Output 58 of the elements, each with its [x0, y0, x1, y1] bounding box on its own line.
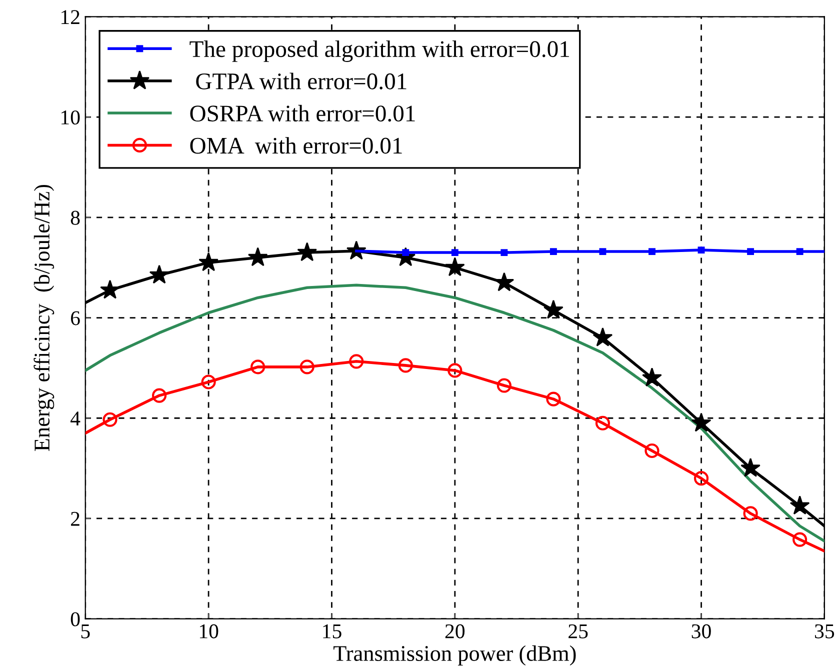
point: [644, 443, 660, 458]
point: [349, 354, 364, 369]
point: [444, 257, 465, 276]
point: [550, 248, 557, 256]
x-axis-title: Transmission power (dBm): [333, 645, 576, 666]
point: [592, 327, 613, 346]
point: [152, 388, 167, 403]
point: [648, 248, 656, 256]
y-tick-label: 4: [70, 412, 80, 426]
line-series: [85, 284, 824, 542]
y-tick-label: 2: [71, 512, 80, 526]
point: [248, 247, 268, 266]
point: [102, 412, 118, 427]
point: [149, 264, 170, 284]
y-tick-label: 6: [70, 311, 80, 326]
point: [747, 248, 754, 256]
legend-label: GTPA with error=0.01: [196, 72, 406, 90]
x-tick-label: 15: [323, 624, 342, 638]
point: [250, 360, 266, 374]
y-tick-label: 12: [62, 10, 80, 24]
point: [599, 248, 606, 256]
point: [300, 360, 314, 374]
point: [546, 392, 561, 406]
point: [500, 249, 508, 256]
point: [398, 358, 413, 373]
point: [792, 532, 808, 547]
x-tick-label: 35: [815, 624, 834, 638]
point: [448, 363, 462, 378]
point: [198, 252, 218, 272]
point: [691, 412, 712, 432]
point: [496, 378, 512, 393]
point: [451, 249, 458, 256]
point: [201, 374, 216, 390]
point: [297, 242, 318, 262]
point: [544, 300, 564, 319]
legend-label: OMA with error=0.01: [190, 137, 402, 154]
point: [796, 248, 804, 256]
point: [494, 272, 514, 292]
point: [694, 471, 709, 486]
legend-label: OSRPA with error=0.01: [190, 104, 415, 122]
x-tick-label: 20: [445, 624, 465, 638]
point: [740, 458, 760, 477]
y-tick-label: 8: [70, 210, 80, 225]
point: [595, 416, 610, 430]
point: [698, 246, 705, 254]
y-tick-label: 0: [70, 612, 80, 626]
x-tick-label: 10: [200, 624, 218, 638]
y-axis-title: Energy efficincy (b/joule/Hz): [34, 184, 54, 451]
x-tick-label: 30: [692, 624, 711, 638]
point: [642, 368, 662, 387]
point: [743, 506, 758, 521]
point: [790, 496, 810, 514]
point: [100, 280, 120, 299]
legend-label: The proposed algorithm with error=0.01: [190, 40, 570, 62]
x-tick-label: 5: [81, 624, 90, 638]
point: [402, 249, 410, 256]
x-tick-label: 25: [568, 624, 588, 638]
y-tick-label: 10: [62, 110, 80, 125]
